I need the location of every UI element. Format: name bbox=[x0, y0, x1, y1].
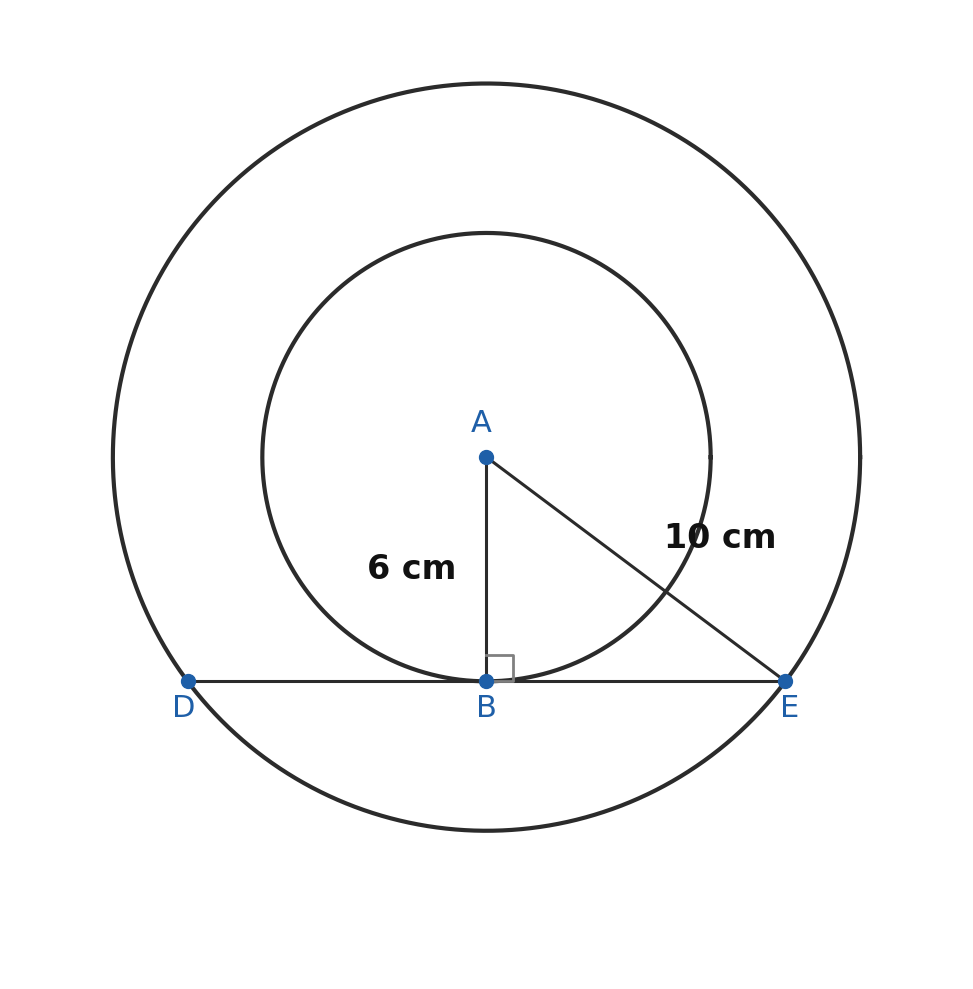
Text: 6 cm: 6 cm bbox=[367, 553, 456, 585]
Point bbox=[479, 449, 494, 465]
Text: B: B bbox=[476, 694, 497, 723]
Text: A: A bbox=[471, 409, 491, 438]
Point bbox=[180, 674, 196, 689]
Text: E: E bbox=[779, 694, 799, 723]
Text: D: D bbox=[172, 694, 196, 723]
Point bbox=[479, 674, 494, 689]
Text: 10 cm: 10 cm bbox=[664, 522, 776, 555]
Point bbox=[777, 674, 793, 689]
